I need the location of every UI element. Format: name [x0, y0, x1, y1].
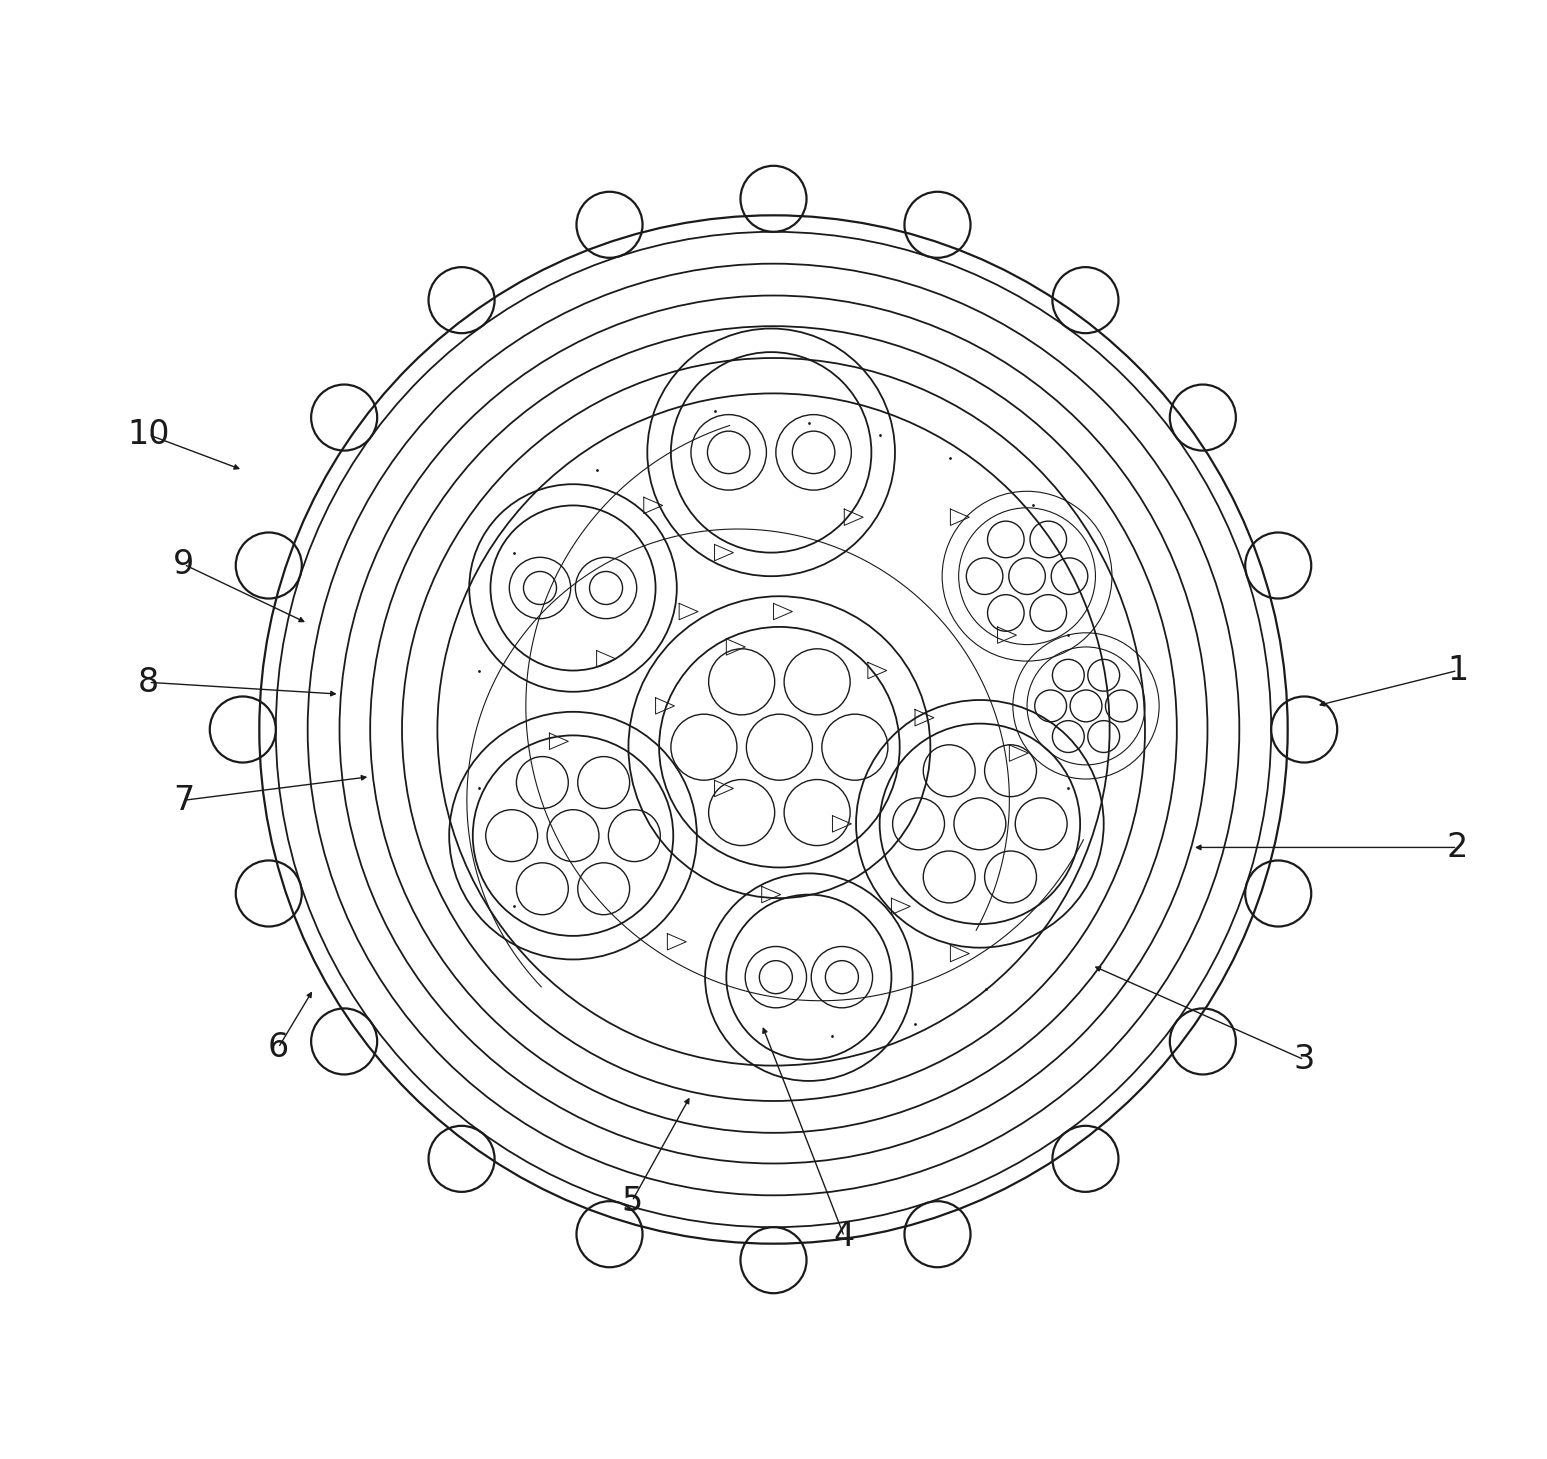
Text: 7: 7	[173, 783, 195, 817]
Text: 2: 2	[1446, 832, 1468, 864]
Text: 6: 6	[268, 1032, 289, 1065]
Text: 10: 10	[127, 419, 170, 451]
Text: 5: 5	[622, 1185, 642, 1218]
Text: 1: 1	[1446, 654, 1468, 687]
Text: 9: 9	[173, 549, 195, 581]
Text: 8: 8	[138, 665, 159, 699]
Text: 3: 3	[1293, 1043, 1315, 1077]
Text: 4: 4	[834, 1220, 855, 1253]
